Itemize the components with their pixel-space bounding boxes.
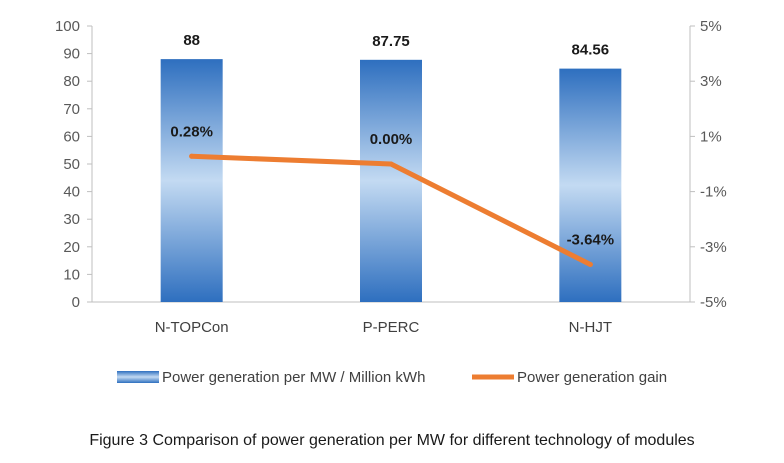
bar-value-label: 87.75 [372, 33, 410, 50]
gain-value-label: -3.64% [567, 231, 615, 248]
bar [160, 59, 223, 303]
legend-swatch-bar [117, 371, 159, 383]
legend-label-line: Power generation gain [517, 369, 667, 386]
figure-caption: Figure 3 Comparison of power generation … [89, 432, 695, 449]
bar-value-label: 88 [183, 32, 200, 49]
y-left-tick-label: 0 [72, 294, 80, 311]
y-left-tick-label: 50 [63, 156, 80, 173]
y-left-tick-label: 30 [63, 211, 80, 228]
gain-value-label: 0.00% [370, 131, 413, 148]
y-right-tick-label: -5% [700, 294, 727, 311]
y-left-tick-label: 60 [63, 128, 80, 145]
x-tick-label: P-PERC [363, 319, 420, 336]
gain-point [189, 153, 195, 159]
x-tick-label: N-HJT [569, 319, 612, 336]
line-series [189, 153, 593, 267]
bar [360, 59, 422, 303]
y-right-tick-label: -3% [700, 239, 727, 256]
gain-value-label: 0.28% [170, 123, 213, 140]
y-left-tick-label: 100 [55, 18, 80, 35]
legend: Power generation per MW / Million kWh Pow… [117, 369, 667, 386]
x-tick-label: N-TOPCon [155, 319, 229, 336]
gain-point [388, 161, 394, 167]
y-right-tick-label: 5% [700, 18, 722, 35]
bar-series [160, 59, 622, 303]
combo-chart: 0 10 20 30 40 50 60 70 80 90 100 -5% -3% -1% 1% 3% 5% N-T… [55, 18, 727, 386]
y-right-tick-label: 3% [700, 73, 722, 90]
y-left-tick-label: 70 [63, 101, 80, 118]
bar-value-label: 84.56 [572, 42, 610, 59]
y-left-tick-label: 10 [63, 266, 80, 283]
y-left-tick-label: 90 [63, 46, 80, 63]
data-labels: 88 87.75 84.56 0.28% 0.00% -3.64% [170, 32, 614, 248]
y-right-tick-label: 1% [700, 128, 722, 145]
y-left-tick-label: 20 [63, 239, 80, 256]
bar [559, 68, 622, 302]
legend-label-bar: Power generation per MW / Million kWh [162, 369, 425, 386]
y-right-tick-label: -1% [700, 184, 727, 201]
axes-group: 0 10 20 30 40 50 60 70 80 90 100 -5% -3% -1% 1% 3% 5% N-T… [55, 18, 727, 336]
gain-point [587, 261, 593, 267]
y-left-tick-label: 80 [63, 73, 80, 90]
y-left-tick-label: 40 [63, 184, 80, 201]
